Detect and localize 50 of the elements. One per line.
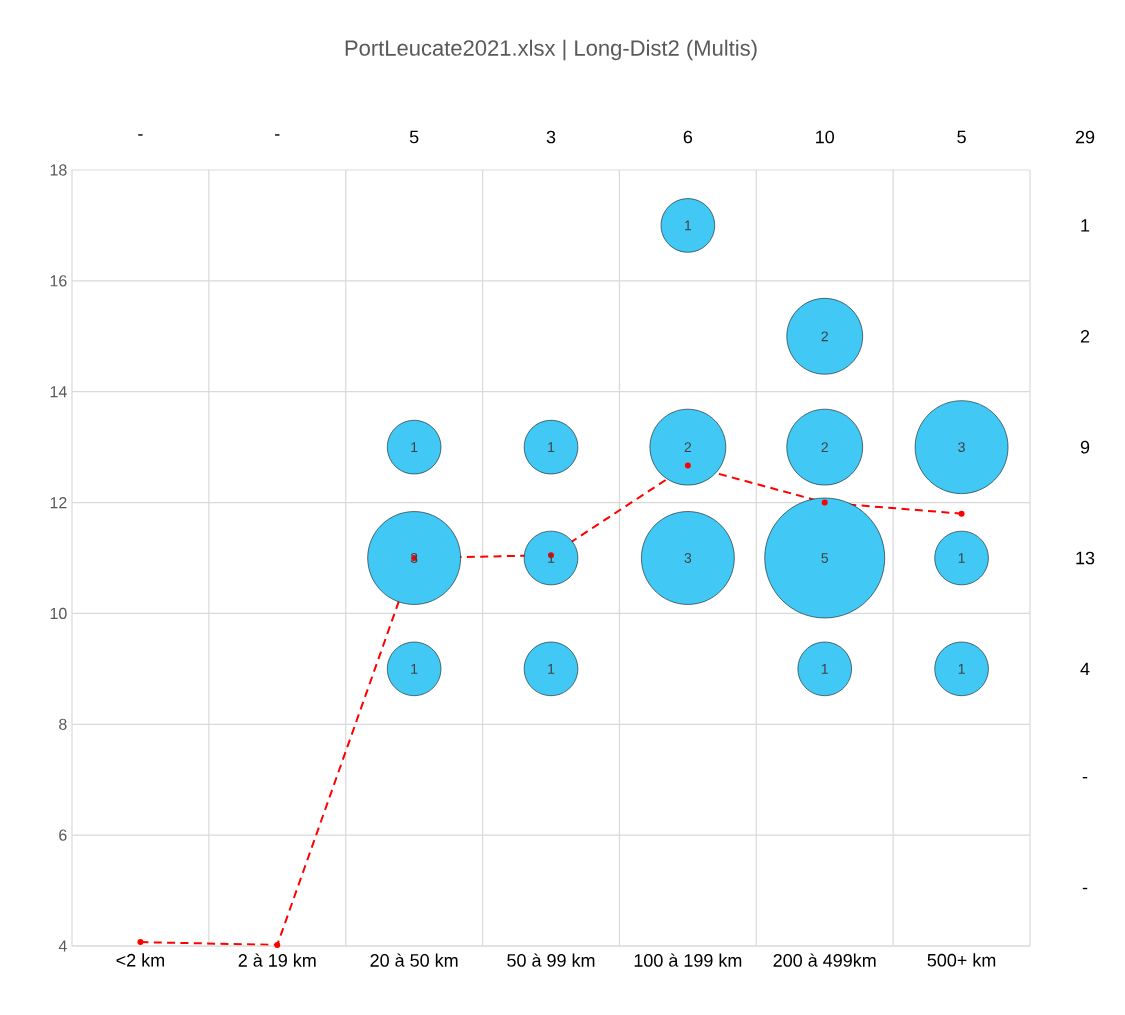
data-label: 5	[821, 553, 829, 563]
point	[821, 499, 828, 506]
text: 4	[1080, 662, 1090, 676]
data-label: 2	[821, 331, 828, 342]
y-tick-label: 8	[59, 718, 67, 730]
point	[958, 510, 965, 517]
y-tick-label: 4	[58, 940, 67, 952]
y-tick-label: 16	[50, 275, 67, 287]
text: 5	[957, 130, 966, 144]
data-label: 1	[411, 442, 418, 452]
x-tick-label: <2 km	[116, 953, 164, 967]
text: -	[275, 134, 280, 136]
data-label: 1	[411, 664, 418, 674]
text: 6	[683, 130, 693, 144]
point	[274, 941, 281, 948]
text: 5	[409, 130, 419, 144]
x-tick-label: 500+ km	[927, 953, 996, 967]
point	[684, 462, 691, 469]
text: 10	[816, 130, 835, 144]
data-label: 1	[548, 664, 555, 674]
data-label: 1	[958, 553, 965, 563]
text: 29	[1075, 130, 1095, 144]
data-label: 3	[684, 553, 692, 563]
x-tick-label: 20 à 50 km	[370, 953, 458, 967]
data-label: 3	[958, 442, 965, 453]
y-tick-label: 6	[59, 829, 67, 841]
text: 13	[1076, 551, 1095, 565]
y-tick-label: 14	[50, 386, 67, 398]
text: -	[1082, 887, 1088, 890]
chart-title: PortLeucate2021.xlsx | Long-Dist2 (Multis)	[345, 39, 757, 61]
x-tick-label: 200 à 499km	[773, 953, 876, 967]
text: 1	[1081, 219, 1090, 232]
data-label: 1	[685, 220, 692, 231]
text: 2	[1080, 330, 1090, 343]
text: 3	[546, 130, 556, 144]
point	[137, 939, 144, 946]
text: -	[138, 134, 143, 136]
data-label: 1	[821, 664, 828, 674]
x-tick-label: 2 à 19 km	[238, 953, 316, 967]
y-tick-label: 18	[50, 164, 67, 176]
data-label: 2	[684, 442, 692, 453]
text: -	[1082, 776, 1088, 779]
data-label: 1	[548, 442, 555, 452]
y-tick-label: 10	[50, 607, 67, 620]
y-tick-label: 12	[50, 496, 67, 509]
text: 9	[1080, 440, 1090, 454]
data-label: 2	[821, 442, 828, 453]
x-tick-label: 50 à 99 km	[507, 953, 595, 967]
data-label: 1	[958, 664, 965, 674]
x-tick-label: 100 à 199 km	[634, 953, 742, 967]
